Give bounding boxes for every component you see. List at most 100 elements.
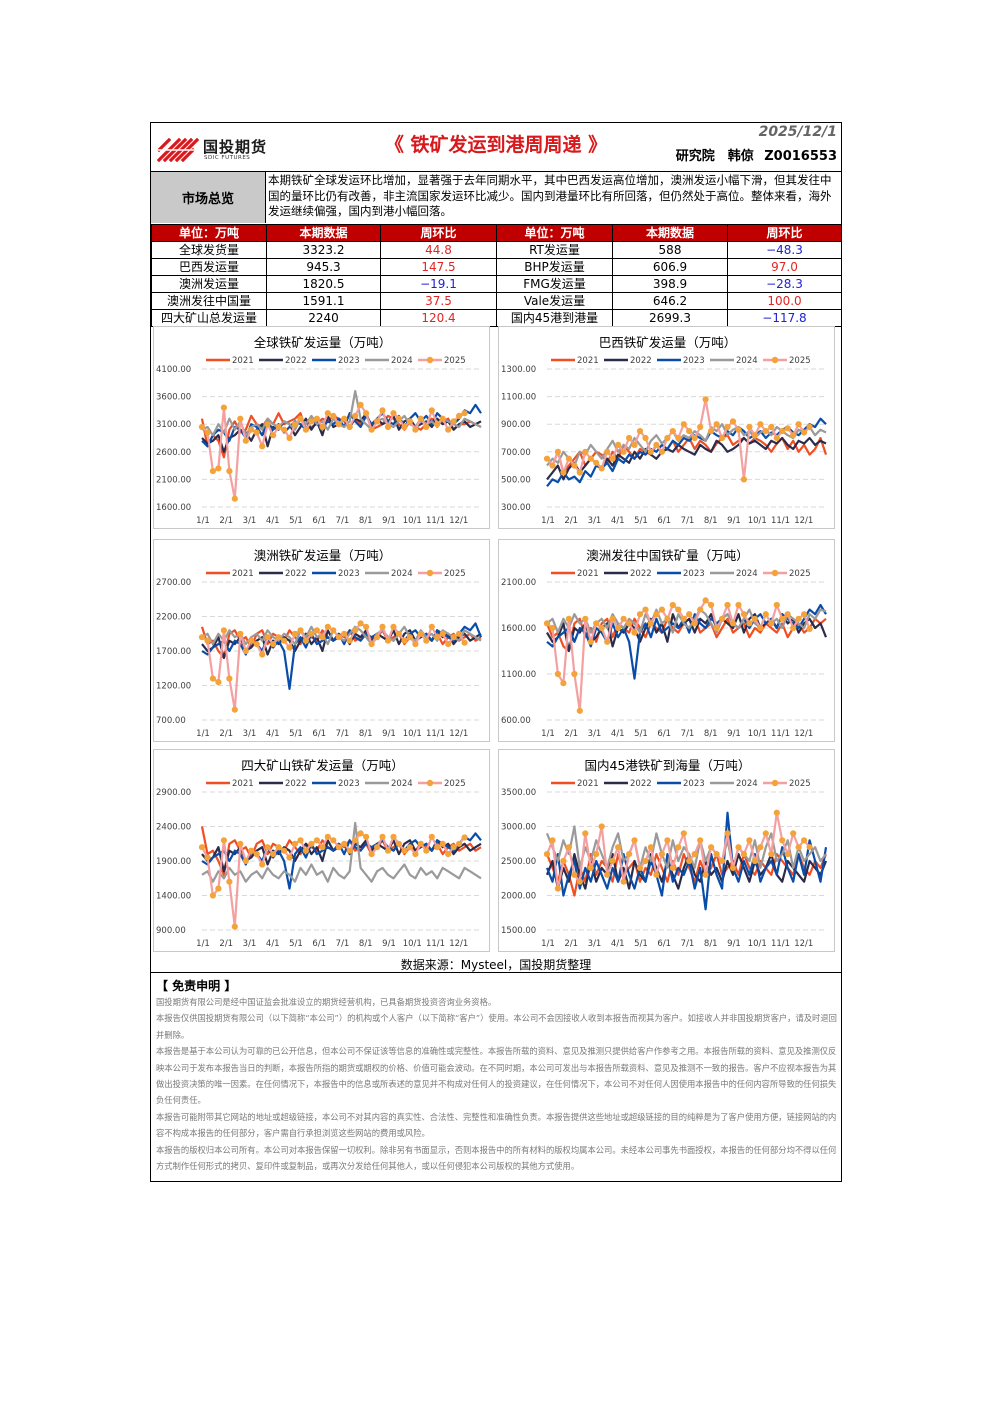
data-point-2025 — [286, 434, 293, 442]
data-point-2025 — [215, 885, 222, 892]
data-point-2025 — [702, 871, 709, 878]
data-point-2025 — [549, 624, 556, 632]
data-point-2025 — [593, 851, 600, 858]
y-tick-label: 700.00 — [501, 448, 531, 458]
data-point-2025 — [784, 611, 791, 618]
data-point-2025 — [456, 412, 463, 419]
data-point-2025 — [664, 615, 671, 622]
chart-title: 四大矿山铁矿发运量（万吨） — [241, 758, 404, 773]
data-point-2025 — [324, 410, 331, 417]
data-point-2025 — [587, 864, 594, 871]
data-point-2025 — [302, 847, 309, 854]
data-point-2025 — [209, 892, 216, 899]
data-point-2025 — [461, 410, 468, 417]
disclaimer-body: 国投期货有限公司是经中国证监会批准设立的期货经营机构，已具备期货投资咨询业务资格… — [156, 994, 838, 1174]
stats-cell: RT发运量 — [496, 241, 613, 259]
data-point-2025 — [231, 495, 238, 502]
data-point-2025 — [697, 606, 704, 613]
data-point-2025 — [735, 426, 742, 433]
data-point-2025 — [428, 833, 435, 840]
data-point-2025 — [587, 455, 594, 462]
logo-subtitle: SDIC FUTURES — [204, 155, 251, 161]
y-tick-label: 2200.00 — [156, 613, 191, 623]
data-point-2025 — [439, 840, 446, 847]
data-point-2025 — [620, 615, 627, 622]
x-tick-label: 4/1 — [266, 939, 280, 949]
data-point-2025 — [593, 459, 600, 466]
legend-label-2021: 2021 — [577, 356, 599, 366]
data-point-2025 — [264, 634, 271, 641]
x-tick-label: 9/1 — [382, 516, 396, 526]
data-point-2025 — [357, 620, 364, 627]
data-point-2025 — [609, 615, 616, 622]
y-tick-label: 1900.00 — [156, 857, 191, 867]
stats-cell: 澳洲发往中国量 — [151, 292, 267, 310]
legend-marker-2025 — [771, 356, 779, 364]
stats-table: 单位：万吨 本期数据 周环比 单位：万吨 本期数据 周环比 全球发货量 3323.… — [151, 224, 842, 327]
legend-marker-2025 — [771, 569, 779, 577]
x-tick-label: 10/1 — [403, 516, 422, 526]
y-tick-label: 2600.00 — [156, 448, 191, 458]
y-tick-label: 1300.00 — [501, 365, 536, 375]
stats-cell: −48.3 — [727, 241, 842, 259]
x-tick-label: 8/1 — [704, 516, 718, 526]
data-point-2025 — [395, 630, 402, 637]
data-point-2025 — [231, 706, 238, 713]
data-point-2025 — [209, 468, 216, 475]
data-point-2025 — [549, 462, 556, 469]
data-point-2025 — [324, 623, 331, 630]
data-point-2025 — [593, 620, 600, 627]
col-header: 本期数据 — [266, 224, 381, 242]
legend-label-2021: 2021 — [232, 356, 254, 366]
y-tick-label: 3100.00 — [156, 420, 191, 430]
data-source-note: 数据来源：Mysteel，国投期货整理 — [400, 958, 592, 972]
stats-cell: 147.5 — [380, 258, 497, 276]
data-point-2025 — [291, 630, 299, 637]
legend-label-2024: 2024 — [736, 779, 758, 789]
chart-title: 全球铁矿发运量（万吨） — [254, 335, 392, 350]
data-point-2025 — [806, 423, 813, 431]
y-tick-label: 700.00 — [156, 716, 186, 726]
x-tick-label: 4/1 — [611, 729, 625, 739]
data-point-2025 — [363, 410, 370, 417]
x-tick-label: 9/1 — [727, 516, 741, 526]
x-tick-label: 11/1 — [771, 729, 790, 739]
data-point-2025 — [395, 415, 402, 422]
data-point-2025 — [653, 871, 660, 878]
data-point-2025 — [729, 418, 737, 425]
col-header: 周环比 — [727, 224, 842, 242]
data-point-2025 — [691, 434, 698, 442]
data-point-2025 — [220, 627, 227, 634]
data-point-2025 — [445, 851, 452, 858]
divider — [151, 972, 841, 973]
x-tick-label: 7/1 — [336, 939, 350, 949]
legend-label-2022: 2022 — [285, 779, 307, 789]
data-point-2025 — [571, 670, 578, 678]
data-point-2025 — [669, 601, 676, 609]
data-point-2025 — [773, 601, 780, 609]
data-point-2025 — [560, 469, 567, 476]
x-tick-label: 12/1 — [794, 729, 813, 739]
data-point-2025 — [708, 428, 715, 435]
data-point-2025 — [204, 429, 211, 436]
data-point-2025 — [768, 620, 775, 627]
y-tick-label: 1100.00 — [501, 670, 536, 680]
data-point-2025 — [642, 606, 649, 613]
chart-title: 国内45港铁矿到海量（万吨） — [585, 758, 751, 773]
data-point-2025 — [615, 844, 622, 851]
y-tick-label: 2000.00 — [501, 892, 536, 902]
data-point-2025 — [768, 851, 775, 858]
data-point-2025 — [582, 448, 589, 455]
data-point-2025 — [395, 840, 402, 847]
data-point-2025 — [335, 421, 342, 428]
data-point-2025 — [779, 428, 786, 435]
data-point-2025 — [450, 844, 457, 851]
data-point-2025 — [620, 448, 627, 455]
stats-cell: −117.8 — [727, 309, 842, 327]
data-point-2025 — [352, 627, 359, 634]
data-point-2025 — [626, 620, 633, 627]
legend-label-2024: 2024 — [391, 569, 413, 579]
x-tick-label: 1/1 — [541, 729, 555, 739]
chart-australia-to-china: 澳洲发往中国铁矿量（万吨） 2021 2022 2023 2024 2025 600.00 1… — [498, 539, 835, 742]
data-point-2025 — [275, 844, 282, 851]
